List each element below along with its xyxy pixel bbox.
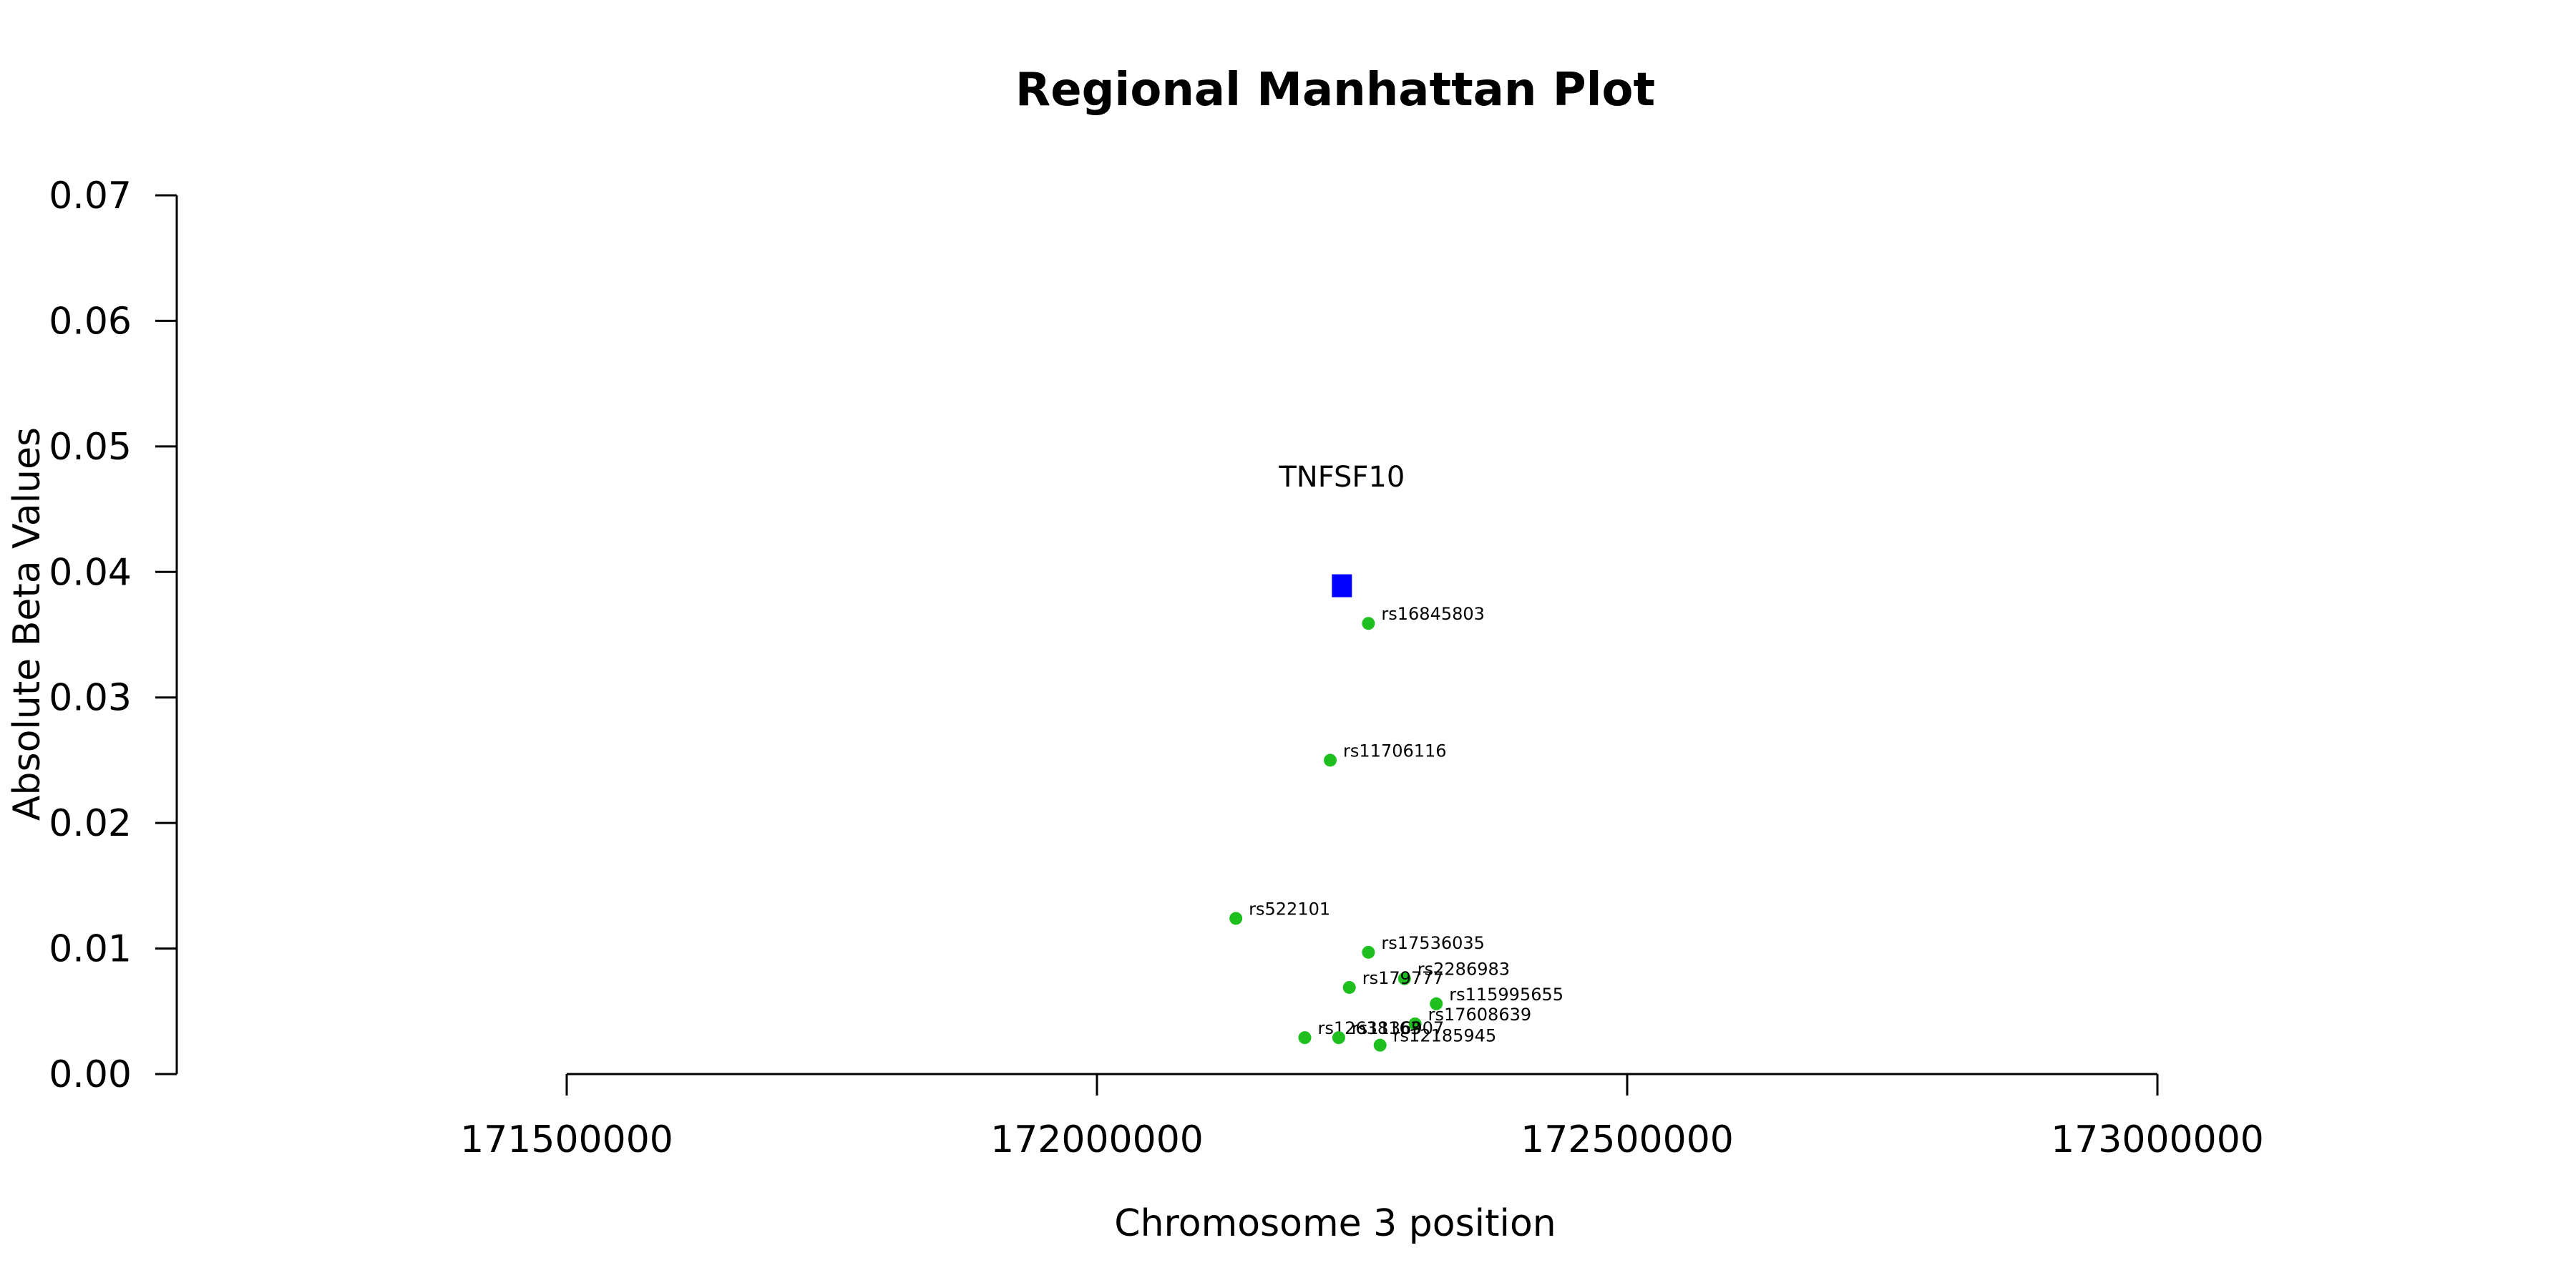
y-tick-label: 0.05 [49, 426, 132, 469]
snp-label: rs2286983 [1418, 960, 1510, 980]
y-tick-label: 0.02 [49, 802, 132, 845]
snp-point [1362, 945, 1375, 959]
y-tick-label: 0.03 [49, 677, 132, 720]
gene-marker [1332, 574, 1352, 597]
snp-point [1373, 1038, 1387, 1052]
snp-label: rs1136907 [1352, 1018, 1444, 1038]
snp-label: rs17608639 [1428, 1005, 1532, 1025]
chart-title: Regional Manhattan Plot [1015, 64, 1655, 117]
snp-label: rs16845803 [1381, 604, 1485, 624]
snp-label: rs17536035 [1381, 933, 1485, 953]
x-tick-label: 172500000 [1521, 1118, 1734, 1161]
y-tick-label: 0.01 [49, 928, 132, 971]
y-tick-label: 0.07 [49, 175, 132, 218]
snp-point [1397, 972, 1411, 985]
snp-points: rs16845803 rs11706116 rs522101 rs17536035 rs… [1229, 604, 1563, 1052]
gene-label: TNFSF10 [1278, 461, 1405, 494]
x-axis-label: Chromosome 3 position [1114, 1202, 1556, 1245]
x-tick-label: 171500000 [460, 1118, 673, 1161]
snp-point [1324, 753, 1337, 767]
snp-point [1332, 1031, 1345, 1045]
snp-label: rs11706116 [1343, 741, 1447, 761]
snp-label: rs522101 [1249, 899, 1330, 919]
y-axis: 0.00 0.01 0.02 0.03 0.04 0.05 0.06 0.07 [49, 175, 178, 1096]
snp-point [1342, 980, 1356, 994]
gene-layer: TNFSF10 [1278, 461, 1405, 597]
y-axis-label: Absolute Beta Values [6, 427, 49, 821]
snp-label: rs115995655 [1449, 985, 1563, 1005]
snp-point [1430, 997, 1443, 1010]
x-tick-label: 172000000 [990, 1118, 1204, 1161]
snp-label: rs179777 [1362, 968, 1444, 988]
snp-point [1298, 1031, 1312, 1045]
snp-point [1408, 1017, 1422, 1030]
snp-point [1362, 617, 1375, 630]
snp-label: rs12185945 [1393, 1026, 1497, 1046]
x-axis: 171500000 172000000 172500000 173000000 [460, 1073, 2264, 1161]
y-tick-label: 0.04 [49, 551, 132, 594]
y-tick-label: 0.00 [49, 1053, 132, 1096]
snp-point [1229, 912, 1243, 925]
x-tick-label: 173000000 [2051, 1118, 2264, 1161]
y-tick-label: 0.06 [49, 300, 132, 343]
